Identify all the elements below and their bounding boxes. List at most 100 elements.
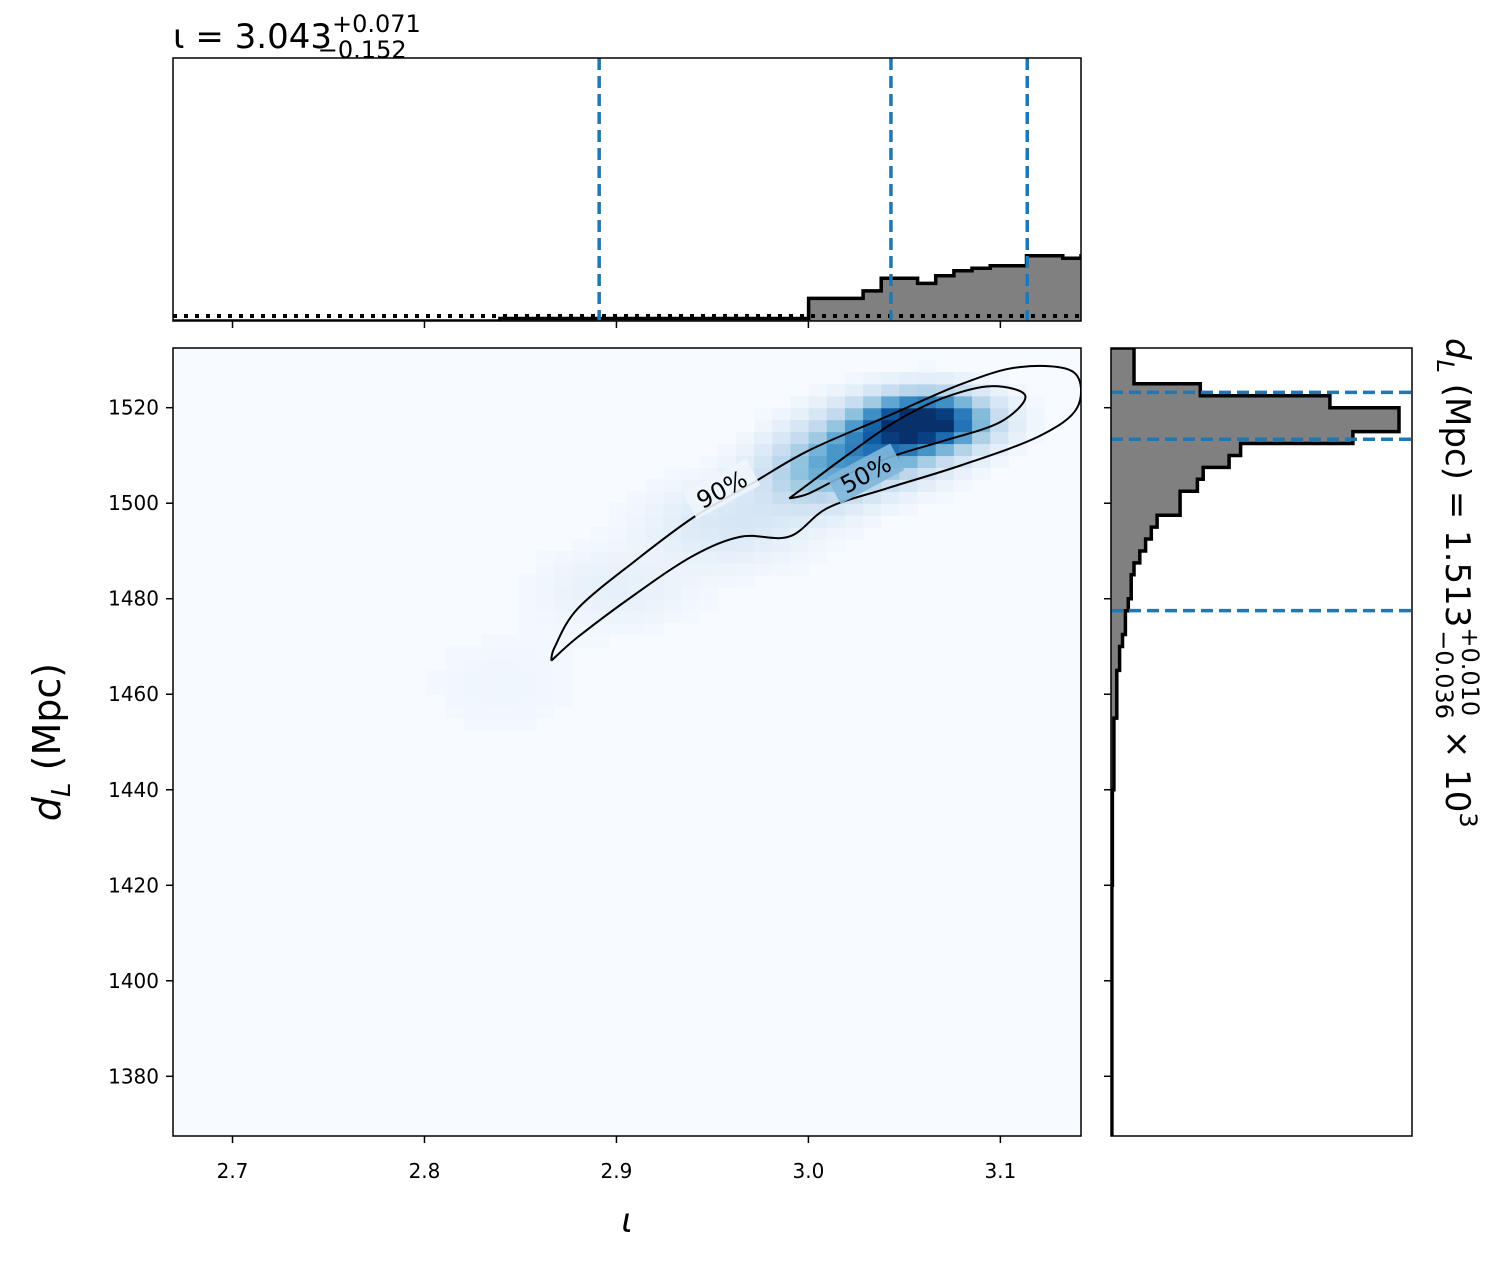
density-cell — [790, 539, 810, 552]
density-cell — [863, 407, 882, 421]
top-hist-bar — [1244, 170, 1263, 321]
density-cell — [772, 491, 792, 504]
density-cell — [899, 467, 919, 480]
density-cell — [735, 574, 755, 588]
density-cell — [518, 598, 537, 612]
right-hist-bar — [1111, 503, 1181, 516]
density-cell — [463, 682, 483, 695]
density-cell — [518, 574, 537, 588]
density-cell — [935, 419, 955, 433]
right-hist-bar — [1111, 348, 1135, 361]
density-cell — [518, 610, 537, 624]
x-tick-label: 2.9 — [601, 1159, 633, 1183]
right-title: dL (Mpc) = 1.513+0.010−0.036 × 103 — [1430, 338, 1484, 828]
top-histogram-panel: ι = 3.043+0.071 −0.152 — [172, 10, 1463, 328]
density-cell — [754, 467, 773, 480]
density-cell — [699, 539, 719, 552]
density-cell — [572, 539, 592, 552]
density-cell — [427, 682, 446, 695]
density-cell — [917, 395, 937, 409]
density-cell — [808, 467, 828, 480]
top-hist-bar — [1426, 108, 1445, 321]
density-cell — [826, 515, 846, 528]
density-cell — [990, 407, 1009, 421]
density-cell — [499, 670, 519, 683]
density-cell — [627, 574, 646, 588]
y-tick-label: 1500 — [108, 491, 159, 515]
contour-label-bg — [682, 458, 761, 520]
density-cell — [427, 670, 446, 683]
y-tick-label: 1460 — [108, 682, 159, 706]
density-cell — [645, 491, 664, 504]
density-cell — [663, 491, 683, 504]
density-cell — [499, 706, 519, 719]
density-cell — [826, 407, 846, 421]
density-cell — [518, 586, 537, 600]
density-cell — [536, 550, 555, 564]
density-cell — [881, 431, 900, 445]
density-cell — [754, 407, 773, 421]
density-cell — [881, 371, 900, 385]
right-hist-bar — [1111, 443, 1241, 456]
density-cell — [481, 634, 501, 648]
density-cell — [808, 455, 828, 468]
density-cell — [518, 682, 537, 695]
density-cell — [953, 467, 973, 480]
density-cell — [790, 550, 810, 564]
density-cell — [717, 443, 737, 457]
right-hist-bar — [1111, 562, 1135, 576]
density-cell — [863, 503, 882, 516]
density-cell — [990, 455, 1009, 468]
density-cell — [627, 622, 646, 636]
density-cell — [518, 706, 537, 719]
contour-line — [550, 364, 1081, 662]
density-cell — [735, 550, 755, 564]
right-title-minus: −0.036 — [1430, 630, 1458, 719]
density-cell — [917, 455, 937, 468]
top-hist-bar — [1444, 138, 1463, 321]
density-cell — [590, 598, 610, 612]
density-cell — [717, 527, 737, 540]
density-cell — [536, 562, 555, 576]
density-cell — [536, 574, 555, 588]
top-hist-bar — [1081, 256, 1100, 321]
right-hist-bar — [1111, 634, 1123, 647]
density-cell — [554, 670, 574, 683]
density-cell — [627, 539, 646, 552]
density-cell — [645, 503, 664, 516]
density-cell — [663, 610, 683, 624]
density-cell — [735, 562, 755, 576]
density-cell — [645, 562, 664, 576]
right-hist-bar — [1111, 491, 1181, 504]
density-cell — [572, 610, 592, 624]
density-cell — [972, 395, 991, 409]
density-cell — [608, 527, 628, 540]
y-tick-label: 1440 — [108, 778, 159, 802]
density-cell — [536, 622, 555, 636]
right-hist-bar — [1111, 646, 1120, 659]
right-hist-bar — [1111, 479, 1198, 492]
top-hist-bar — [1353, 60, 1372, 321]
density-cell — [772, 503, 792, 516]
density-cell — [608, 562, 628, 576]
density-cell — [790, 527, 810, 540]
density-cell — [772, 550, 792, 564]
density-cell — [481, 646, 501, 660]
y-tick-label: 1400 — [108, 969, 159, 993]
y-tick-label: 1520 — [108, 396, 159, 420]
density-cell — [554, 658, 574, 671]
density-cell — [772, 455, 792, 468]
density-cell — [536, 694, 555, 707]
density-cell — [681, 562, 701, 576]
density-cell — [990, 431, 1009, 445]
density-cell — [863, 515, 882, 528]
right-hist-bar — [1111, 395, 1330, 409]
density-cell — [917, 371, 937, 385]
right-title-prefix: d — [1437, 338, 1477, 360]
density-cell — [608, 550, 628, 564]
right-hist-bar — [1111, 407, 1399, 421]
density-cell — [463, 718, 483, 731]
top-hist-bar — [899, 278, 919, 321]
right-hist-bar — [1111, 658, 1120, 671]
